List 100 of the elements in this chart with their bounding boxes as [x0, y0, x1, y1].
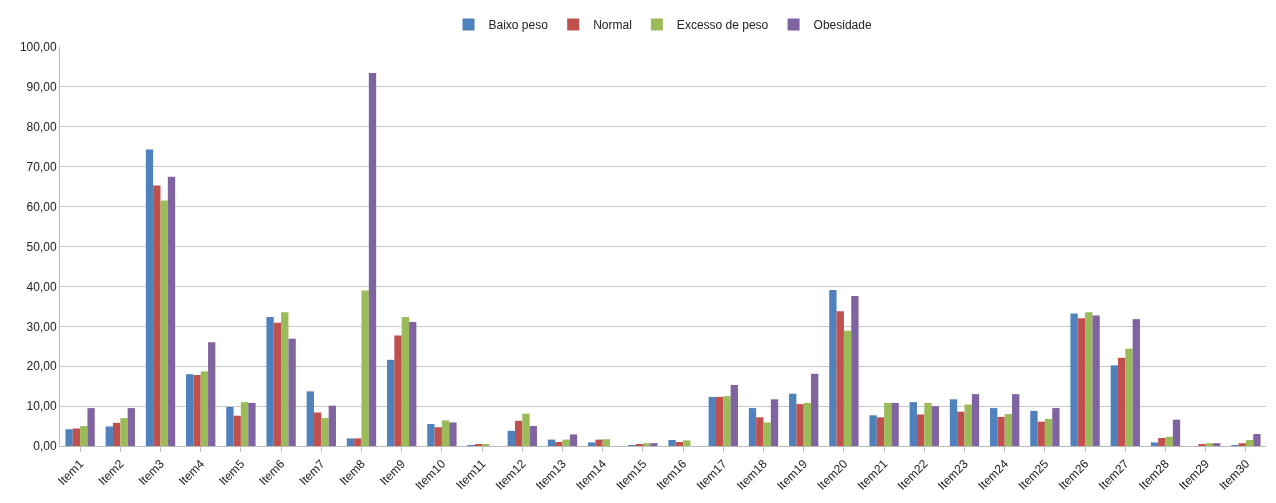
bar — [387, 359, 395, 446]
legend-label: Obesidade — [813, 18, 872, 33]
bar — [87, 408, 95, 446]
bar — [248, 402, 256, 446]
bar — [434, 427, 442, 446]
bar — [650, 443, 658, 446]
bar — [514, 420, 523, 446]
bar — [836, 311, 844, 446]
bar — [997, 416, 1005, 446]
bar — [851, 295, 859, 446]
bar — [1044, 418, 1053, 446]
bar — [127, 408, 135, 446]
bar — [876, 417, 885, 446]
y-tick-label: 0,00 — [33, 439, 57, 454]
bar — [1165, 436, 1173, 446]
bar — [1052, 408, 1060, 446]
bar — [361, 290, 369, 446]
bar — [957, 411, 965, 446]
bar — [588, 442, 596, 446]
bar — [668, 440, 676, 446]
bar — [931, 406, 939, 446]
bar — [80, 426, 88, 446]
bar — [884, 402, 892, 446]
bar — [909, 402, 917, 446]
bar — [1085, 312, 1093, 446]
bar — [1110, 365, 1118, 446]
bar — [811, 373, 819, 446]
bar — [675, 442, 684, 446]
bar — [949, 399, 958, 446]
bar — [1037, 421, 1045, 446]
bar — [281, 312, 289, 446]
bar — [273, 322, 282, 446]
y-tick-label: 90,00 — [26, 80, 57, 95]
bar — [964, 404, 972, 446]
bar — [120, 418, 128, 446]
bar — [1132, 319, 1140, 446]
y-tick-label: 60,00 — [26, 199, 57, 214]
bar — [313, 412, 322, 446]
y-tick-label: 30,00 — [26, 319, 57, 334]
bar — [1030, 410, 1038, 446]
legend-label: Normal — [593, 18, 632, 33]
bar — [65, 429, 73, 446]
bar — [789, 393, 797, 446]
bar — [796, 404, 804, 446]
bar — [1004, 414, 1013, 446]
bar — [427, 424, 435, 446]
bar — [990, 408, 998, 446]
bar — [1077, 318, 1086, 446]
bar — [642, 443, 651, 446]
bar — [240, 402, 249, 446]
bar — [1205, 443, 1214, 446]
y-tick-label: 50,00 — [26, 239, 57, 254]
bar — [266, 317, 274, 446]
bar — [715, 396, 724, 446]
bar — [226, 406, 234, 446]
bar — [1213, 443, 1221, 446]
legend-label: Excesso de peso — [676, 18, 769, 33]
legend-label: Baixo peso — [488, 18, 549, 33]
bar — [160, 200, 168, 446]
bar — [145, 149, 154, 446]
bar — [1238, 443, 1246, 446]
bar — [1172, 419, 1181, 446]
bar — [328, 405, 336, 446]
bar — [507, 430, 515, 446]
bar — [1150, 442, 1159, 446]
y-tick-label: 40,00 — [26, 279, 57, 294]
bar — [1158, 438, 1166, 446]
bar — [723, 396, 731, 446]
bar — [409, 321, 417, 446]
bar — [916, 414, 925, 446]
bar — [748, 408, 757, 446]
bar — [441, 420, 450, 446]
bar — [1070, 313, 1078, 446]
bar — [971, 394, 980, 446]
bar — [449, 422, 457, 446]
bar — [1125, 348, 1133, 446]
y-tick-label: 80,00 — [26, 120, 57, 134]
bar — [153, 185, 161, 446]
bar — [522, 413, 530, 446]
bar — [683, 440, 691, 446]
bar — [368, 72, 377, 446]
bar — [112, 422, 121, 446]
bar — [555, 442, 563, 446]
bar — [208, 342, 216, 446]
bar — [891, 402, 899, 446]
y-tick-label: 100,00 — [19, 40, 57, 55]
bar — [843, 330, 852, 446]
bar — [186, 374, 194, 446]
bar — [602, 439, 611, 446]
bar — [763, 422, 771, 446]
bar — [730, 384, 738, 446]
bar — [167, 176, 176, 446]
bar — [321, 418, 329, 446]
bar — [829, 289, 837, 446]
bar — [803, 402, 812, 446]
y-tick-label: 70,00 — [26, 159, 57, 174]
bar — [346, 438, 355, 446]
bar — [569, 434, 578, 446]
bar — [288, 338, 296, 446]
bar — [529, 426, 537, 446]
